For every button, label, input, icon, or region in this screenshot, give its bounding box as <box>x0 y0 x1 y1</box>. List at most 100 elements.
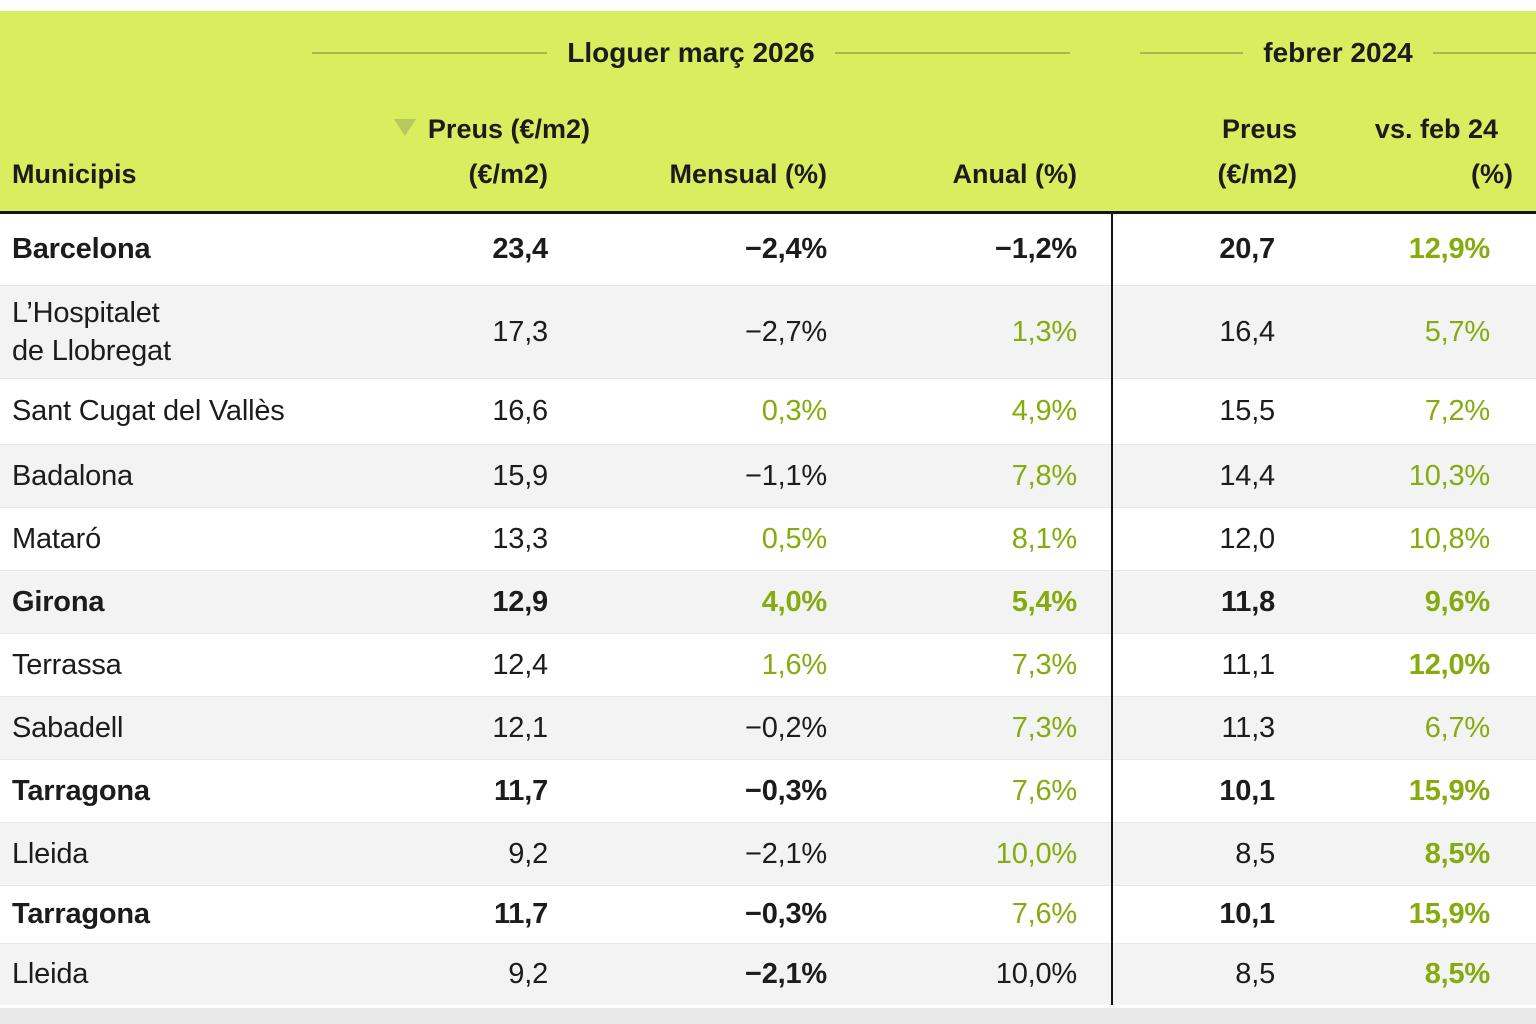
value-cell: 10,1 <box>1219 774 1275 807</box>
value-cell: 11,7 <box>493 898 548 930</box>
value-cell: 10,0% <box>995 958 1077 990</box>
value-cell: 8,5% <box>1424 958 1491 990</box>
value-cell: 7,2% <box>1424 395 1491 427</box>
value-cell: 5,7% <box>1424 315 1491 348</box>
value-cell: 1,3% <box>1011 315 1078 348</box>
value-cell: 12,1 <box>492 711 548 744</box>
value-cell: 16,6 <box>492 395 548 427</box>
column-header-row: Municipis Preus (€/m2) (€/m2) Mensual (%… <box>0 95 1536 211</box>
value-cell: 0,3% <box>761 395 828 427</box>
value-cell: −0,3% <box>744 898 827 930</box>
value-cell: 1,6% <box>761 648 828 681</box>
municipality-name: Lleida <box>12 837 89 870</box>
value-cell: −0,2% <box>744 711 827 744</box>
value-cell: 10,0% <box>995 837 1077 870</box>
municipality-name: Lleida <box>12 958 89 991</box>
col-header-preus-unit: (€/m2) <box>468 159 548 189</box>
value-cell: 15,9 <box>492 459 548 492</box>
table-row: Lleida 9,2 −2,1% 10,0% 8,5 8,5% <box>0 943 1536 1005</box>
value-cell: −1,1% <box>744 459 827 492</box>
value-cell: 7,8% <box>1011 459 1078 492</box>
column-group-divider <box>1111 211 1113 1005</box>
value-cell: 4,9% <box>1011 395 1078 427</box>
municipality-name: L’Hospitalet de Llobregat <box>12 296 171 367</box>
value-cell: 12,4 <box>492 648 548 681</box>
value-cell: 10,3% <box>1408 459 1490 492</box>
municipality-name: Tarragona <box>12 774 150 807</box>
table-row: L’Hospitalet de Llobregat 17,3 −2,7% 1,3% 16… <box>0 285 1536 378</box>
value-cell: 7,6% <box>1011 898 1078 930</box>
value-cell: −2,7% <box>744 315 827 348</box>
group-title: febrer 2024 <box>1263 37 1413 68</box>
table-body: Barcelona 23,4 −2,4% −1,2% 20,7 12,9% L’Hospit… <box>0 214 1536 1005</box>
value-cell: 13,3 <box>492 522 548 555</box>
value-cell: 7,3% <box>1011 648 1078 681</box>
value-cell: 11,7 <box>493 774 548 807</box>
table-row: Girona 12,9 4,0% 5,4% 11,8 9,6% <box>0 570 1536 633</box>
municipality-name: Mataró <box>12 522 102 555</box>
value-cell: 16,4 <box>1219 315 1275 348</box>
col-header-preus-label: Preus (€/m2) <box>427 114 590 144</box>
table-row: Tarragona 11,7 −0,3% 7,6% 10,1 15,9% <box>0 885 1536 943</box>
table-row: Sabadell 12,1 −0,2% 7,3% 11,3 6,7% <box>0 696 1536 759</box>
table-row: Lleida 9,2 −2,1% 10,0% 8,5 8,5% <box>0 822 1536 885</box>
col-header-preus-feb-label: Preus <box>1221 114 1297 144</box>
municipality-name: Girona <box>12 585 105 618</box>
group-header-febrer: febrer 2024 <box>1140 11 1536 95</box>
group-rule-right <box>834 52 1071 54</box>
col-header-vs-feb[interactable]: vs. feb 24 (%) <box>1275 107 1513 197</box>
value-cell: 10,8% <box>1408 522 1490 555</box>
value-cell: 8,5 <box>1235 837 1275 870</box>
group-header-lloguer: Lloguer març 2026 <box>312 11 1071 95</box>
municipality-name: Terrassa <box>12 648 122 681</box>
value-cell: 4,0% <box>761 585 828 618</box>
value-cell: 14,4 <box>1219 459 1275 492</box>
value-cell: 11,1 <box>1221 648 1276 681</box>
value-cell: 7,3% <box>1011 711 1078 744</box>
value-cell: 6,7% <box>1424 711 1491 744</box>
value-cell: 15,9% <box>1408 898 1490 930</box>
value-cell: 17,3 <box>492 315 548 348</box>
value-cell: 10,1 <box>1219 898 1275 930</box>
value-cell: 12,0 <box>1219 522 1275 555</box>
value-cell: 23,4 <box>492 233 548 265</box>
table-row: Tarragona 11,7 −0,3% 7,6% 10,1 15,9% <box>0 759 1536 822</box>
value-cell: 12,0% <box>1408 648 1490 681</box>
column-group-row: Lloguer març 2026 febrer 2024 <box>0 11 1536 95</box>
value-cell: −2,1% <box>744 837 827 870</box>
value-cell: 12,9 <box>492 585 548 618</box>
table-row: Barcelona 23,4 −2,4% −1,2% 20,7 12,9% <box>0 214 1536 285</box>
value-cell: 7,6% <box>1011 774 1078 807</box>
value-cell: 11,3 <box>1221 711 1276 744</box>
group-title: Lloguer març 2026 <box>567 37 815 68</box>
value-cell: 0,5% <box>761 522 828 555</box>
group-rule-left <box>1140 52 1244 54</box>
table-row: Terrassa 12,4 1,6% 7,3% 11,1 12,0% <box>0 633 1536 696</box>
col-header-preus-feb[interactable]: Preus (€/m2) <box>1077 107 1297 197</box>
value-cell: 15,9% <box>1408 774 1490 807</box>
value-cell: 12,9% <box>1408 233 1490 265</box>
col-header-municipis[interactable]: Municipis <box>12 159 137 189</box>
value-cell: −1,2% <box>994 233 1077 265</box>
table-row: Badalona 15,9 −1,1% 7,8% 14,4 10,3% <box>0 444 1536 507</box>
value-cell: 15,5 <box>1219 395 1275 427</box>
group-rule-right <box>1432 52 1536 54</box>
value-cell: 8,1% <box>1011 522 1078 555</box>
value-cell: 9,2 <box>508 958 548 990</box>
col-header-vs-feb-unit: (%) <box>1471 159 1513 189</box>
municipality-name: Sabadell <box>12 711 124 744</box>
value-cell: 8,5 <box>1235 958 1275 990</box>
municipality-name: Barcelona <box>12 233 151 266</box>
value-cell: −0,3% <box>744 774 827 807</box>
header-separator <box>0 211 1536 214</box>
col-header-mensual[interactable]: Mensual (%) <box>669 159 827 189</box>
table-row: Mataró 13,3 0,5% 8,1% 12,0 10,8% <box>0 507 1536 570</box>
col-header-anual[interactable]: Anual (%) <box>952 159 1078 189</box>
table-row: Sant Cugat del Vallès 16,6 0,3% 4,9% 15,5 7,2… <box>0 378 1536 444</box>
col-header-preus-sorted[interactable]: Preus (€/m2) (€/m2) <box>310 107 590 197</box>
municipality-name: Tarragona <box>12 898 150 931</box>
municipality-name: Badalona <box>12 459 133 492</box>
municipality-name: Sant Cugat del Vallès <box>12 395 285 428</box>
sort-triangle-down-icon <box>393 119 416 137</box>
